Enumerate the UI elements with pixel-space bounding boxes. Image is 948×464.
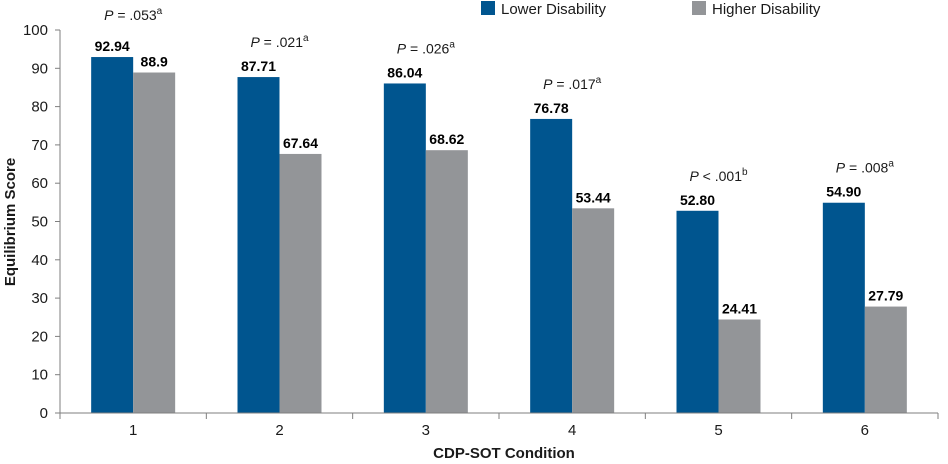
p-value-label: P = .053a — [104, 6, 163, 23]
x-axis-ticks: 1 2 3 4 5 6 — [59, 413, 939, 439]
bar-lower-disability — [822, 202, 865, 413]
y-axis-title: Equilibrium Score — [2, 158, 19, 286]
p-symbol: P — [104, 7, 114, 23]
bar-higher-disability — [133, 72, 176, 413]
p-symbol: P — [689, 168, 699, 184]
y-tick-label: 70 — [31, 137, 48, 154]
data-label: 87.71 — [241, 58, 276, 74]
y-axis-ticks: 0 10 20 30 40 50 60 70 80 90 100 — [23, 22, 60, 422]
data-label: 67.64 — [283, 135, 318, 151]
y-tick-label: 90 — [31, 60, 48, 77]
p-footnote-mark: b — [742, 167, 748, 178]
y-tick-label: 10 — [31, 367, 48, 384]
data-label: 88.9 — [141, 54, 168, 70]
data-label: 54.90 — [826, 184, 861, 200]
data-label: 76.78 — [534, 100, 569, 116]
bar-higher-disability — [718, 319, 761, 413]
bar-higher-disability — [572, 208, 615, 413]
p-value-label: P = .021a — [250, 33, 309, 50]
p-footnote-mark: a — [596, 75, 602, 86]
bar-lower-disability — [91, 57, 134, 414]
y-tick-label: 80 — [31, 99, 48, 116]
x-axis-title: CDP-SOT Condition — [433, 445, 575, 462]
y-tick-label: 100 — [23, 22, 48, 39]
bar-lower-disability — [676, 210, 719, 413]
p-footnote-mark: a — [157, 6, 163, 17]
y-tick-label: 50 — [31, 214, 48, 231]
legend-swatch-higher — [692, 1, 706, 15]
bar-higher-disability — [864, 306, 907, 413]
p-value-label: P = .026a — [397, 39, 456, 56]
data-label: 86.04 — [387, 64, 422, 80]
data-labels: 92.94 88.9 87.71 67.64 86.04 68.62 76.78 53.44 5… — [95, 38, 904, 316]
p-symbol: P — [250, 34, 260, 50]
p-footnote-mark: a — [449, 39, 455, 50]
p-value: = .053 — [113, 7, 156, 23]
data-label: 27.79 — [868, 288, 903, 304]
x-tick-label: 4 — [568, 422, 576, 439]
p-value: < .001 — [699, 168, 742, 184]
bar-higher-disability — [425, 150, 468, 413]
y-tick-label: 60 — [31, 175, 48, 192]
x-tick-label: 5 — [714, 422, 722, 439]
data-label: 24.41 — [722, 301, 757, 317]
p-value: = .021 — [260, 34, 303, 50]
bar-higher-disability — [279, 153, 322, 414]
legend-swatch-lower — [481, 1, 495, 15]
p-value-label: P < .001b — [689, 167, 748, 184]
p-symbol: P — [836, 160, 846, 176]
bar-lower-disability — [383, 83, 426, 413]
bars — [91, 57, 907, 414]
p-symbol: P — [543, 76, 553, 92]
p-symbol: P — [397, 40, 407, 56]
legend: Lower Disability Higher Disability — [481, 1, 821, 18]
data-label: 53.44 — [576, 189, 611, 205]
y-tick-label: 0 — [40, 405, 48, 422]
p-value: = .026 — [406, 40, 449, 56]
legend-label: Higher Disability — [712, 1, 821, 18]
p-footnote-mark: a — [888, 159, 894, 170]
bar-lower-disability — [530, 118, 573, 413]
p-value: = .017 — [552, 76, 595, 92]
y-tick-label: 20 — [31, 328, 48, 345]
x-tick-label: 2 — [275, 422, 283, 439]
data-label: 68.62 — [429, 131, 464, 147]
data-label: 92.94 — [95, 38, 130, 54]
p-footnote-mark: a — [303, 33, 309, 44]
x-tick-label: 1 — [129, 422, 137, 439]
x-tick-label: 3 — [422, 422, 430, 439]
y-tick-label: 40 — [31, 252, 48, 269]
p-value-label: P = .017a — [543, 75, 602, 92]
bar-lower-disability — [237, 77, 280, 413]
legend-label: Lower Disability — [501, 1, 607, 18]
p-value: = .008 — [845, 160, 888, 176]
y-tick-label: 30 — [31, 290, 48, 307]
x-tick-label: 6 — [861, 422, 869, 439]
axes — [59, 30, 938, 414]
p-value-label: P = .008a — [836, 159, 895, 176]
data-label: 52.80 — [680, 192, 715, 208]
